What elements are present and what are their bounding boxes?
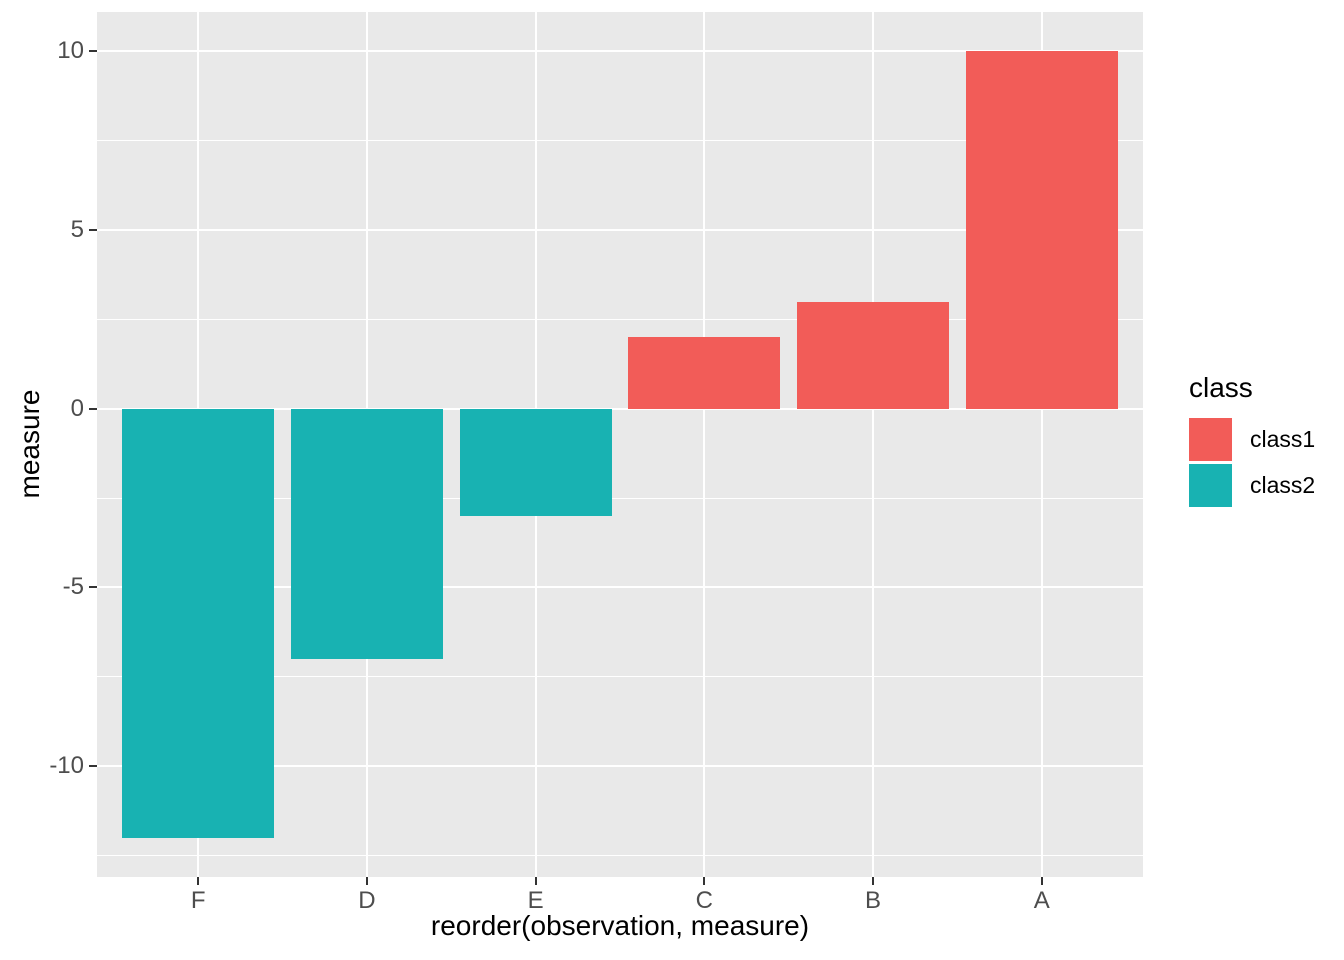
x-tick-label-f: F [190, 887, 206, 914]
bar-c [628, 337, 781, 409]
legend: class class1 class2 [1189, 372, 1315, 510]
x-tick-mark [534, 877, 537, 885]
gridline-minor-y [97, 318, 1143, 320]
gridline-minor-y [97, 497, 1143, 499]
legend-swatch-class2 [1189, 464, 1232, 507]
legend-title: class [1189, 372, 1253, 403]
bar-d [291, 408, 443, 659]
x-tick-label-a: A [1033, 887, 1050, 914]
y-tick-label-10: 10 [57, 37, 84, 65]
gridline-major-y [97, 765, 1143, 768]
legend-label-class2: class2 [1250, 472, 1316, 498]
gridline-major-y [97, 50, 1143, 53]
gridline-major-y [97, 229, 1143, 232]
legend-entry-class1: class1 [1189, 418, 1315, 461]
gridline-major-x [703, 12, 706, 877]
legend-entry-class2: class2 [1189, 464, 1315, 507]
gridline-minor-y [97, 140, 1143, 142]
x-tick-mark [197, 877, 200, 885]
x-tick-mark [365, 877, 368, 885]
x-tick-mark [1040, 877, 1043, 885]
y-tick-label--5: -5 [62, 573, 84, 601]
y-tick-mark [89, 50, 97, 53]
y-tick-mark [89, 229, 97, 232]
x-tick-label-b: B [865, 887, 882, 914]
y-tick-label-0: 0 [70, 394, 84, 422]
legend-label-class1: class1 [1250, 426, 1316, 452]
bar-f [122, 408, 275, 838]
legend-entries: class1 class2 [1189, 418, 1315, 507]
legend-swatch-class1 [1189, 418, 1232, 461]
y-tick-mark [89, 407, 97, 410]
gridline-minor-y [97, 676, 1143, 678]
bar-b [797, 301, 949, 409]
bar-a [965, 51, 1118, 409]
x-tick-mark [703, 877, 706, 885]
gridline-major-x [1040, 12, 1043, 877]
gridline-major-y [97, 407, 1143, 410]
y-tick-mark [89, 586, 97, 589]
gridline-minor-y [97, 855, 1143, 857]
gridline-major-y [97, 586, 1143, 589]
bar-e [459, 408, 612, 516]
plot-panel [97, 12, 1143, 877]
y-tick-mark [89, 765, 97, 768]
y-tick-label--10: -10 [49, 752, 84, 780]
x-axis-title: reorder(observation, measure) [430, 910, 810, 941]
x-tick-label-e: E [527, 887, 544, 914]
gridline-major-x [872, 12, 875, 877]
x-tick-label-c: C [695, 887, 714, 914]
y-tick-label-5: 5 [70, 216, 84, 244]
x-tick-mark [872, 877, 875, 885]
x-tick-label-d: D [358, 887, 376, 914]
